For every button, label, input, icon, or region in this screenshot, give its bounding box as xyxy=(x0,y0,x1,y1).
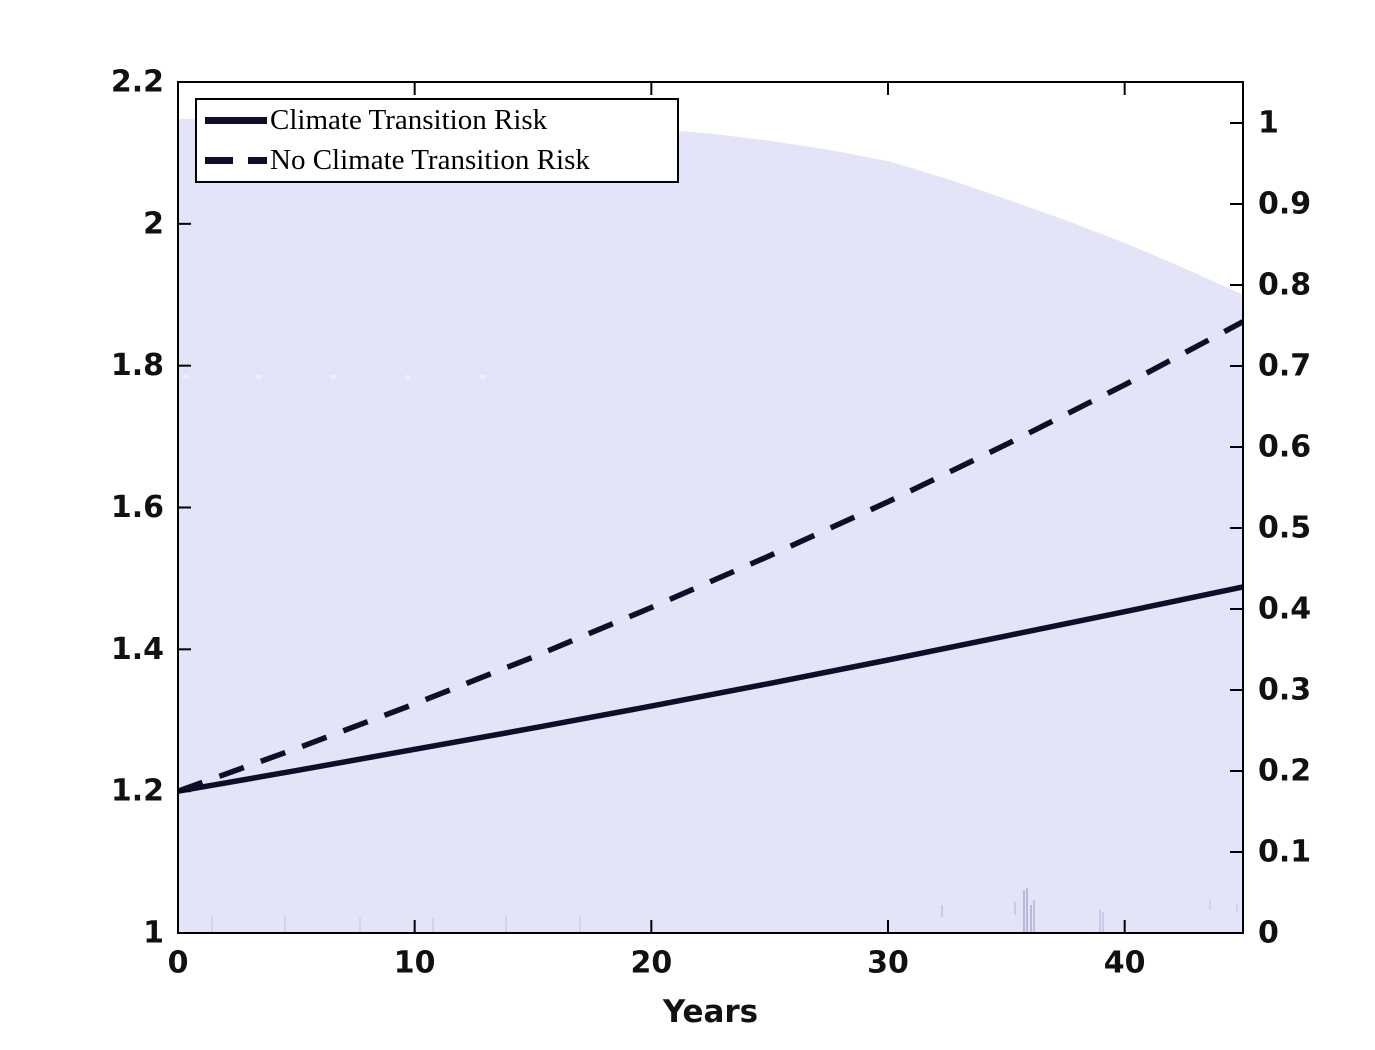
shaded-region xyxy=(178,118,1243,933)
tick-labels: 1 1.2 1.4 1.6 1.8 2 2.2 0 0.1 0.2 0.3 0.4 0.5 0.6 0.7 0… xyxy=(111,65,1311,981)
data-series xyxy=(177,319,1245,794)
faint-speck xyxy=(480,375,485,379)
faint-speck xyxy=(331,375,336,379)
right-y-tick-label: 0 xyxy=(1258,916,1279,951)
right-y-tick-label: 1 xyxy=(1258,105,1279,140)
right-y-tick-label: 0.3 xyxy=(1258,672,1311,707)
x-tick-label: 30 xyxy=(867,946,909,981)
faint-speck xyxy=(405,375,410,379)
right-y-tick-label: 0.9 xyxy=(1258,186,1311,221)
left-y-tick-label: 1 xyxy=(143,916,164,951)
legend-label: Climate Transition Risk xyxy=(270,104,548,136)
faint-speck xyxy=(256,375,261,379)
shaded-probability-area xyxy=(178,118,1243,933)
faint-speck xyxy=(183,375,188,379)
right-y-tick-label: 0.2 xyxy=(1258,753,1311,788)
left-y-tick-label: 1.8 xyxy=(111,348,164,383)
x-tick-label: 20 xyxy=(630,946,672,981)
left-y-tick-label: 1.4 xyxy=(111,632,164,667)
left-y-tick-label: 1.6 xyxy=(111,490,164,525)
series-line-dashed xyxy=(177,319,1245,794)
right-y-tick-label: 0.6 xyxy=(1258,429,1311,464)
right-y-tick-label: 0.5 xyxy=(1258,510,1311,545)
right-y-tick-label: 0.8 xyxy=(1258,267,1311,302)
legend-item-climate-transition-risk: Climate Transition Risk xyxy=(197,101,677,141)
solid-line-sample xyxy=(205,117,267,124)
dashed-line-sample xyxy=(205,157,267,164)
legend-item-no-climate-transition-risk: No Climate Transition Risk xyxy=(197,141,677,181)
x-tick-label: 0 xyxy=(168,946,189,981)
axes-box-and-ticks xyxy=(177,81,1244,934)
left-y-tick-label: 1.2 xyxy=(111,774,164,809)
left-y-tick-label: 2 xyxy=(143,206,164,241)
right-y-tick-label: 0.4 xyxy=(1258,591,1311,626)
render-artifacts xyxy=(183,375,1238,932)
legend: Climate Transition Risk No Climate Trans… xyxy=(195,98,679,183)
left-y-tick-label: 2.2 xyxy=(111,65,164,100)
x-axis-label: Years xyxy=(662,994,759,1030)
x-tick-label: 10 xyxy=(394,946,436,981)
legend-label: No Climate Transition Risk xyxy=(270,144,590,176)
series-line-solid xyxy=(177,584,1244,794)
right-y-tick-label: 0.1 xyxy=(1258,834,1311,869)
x-tick-label: 40 xyxy=(1104,946,1146,981)
right-y-tick-label: 0.7 xyxy=(1258,348,1311,383)
